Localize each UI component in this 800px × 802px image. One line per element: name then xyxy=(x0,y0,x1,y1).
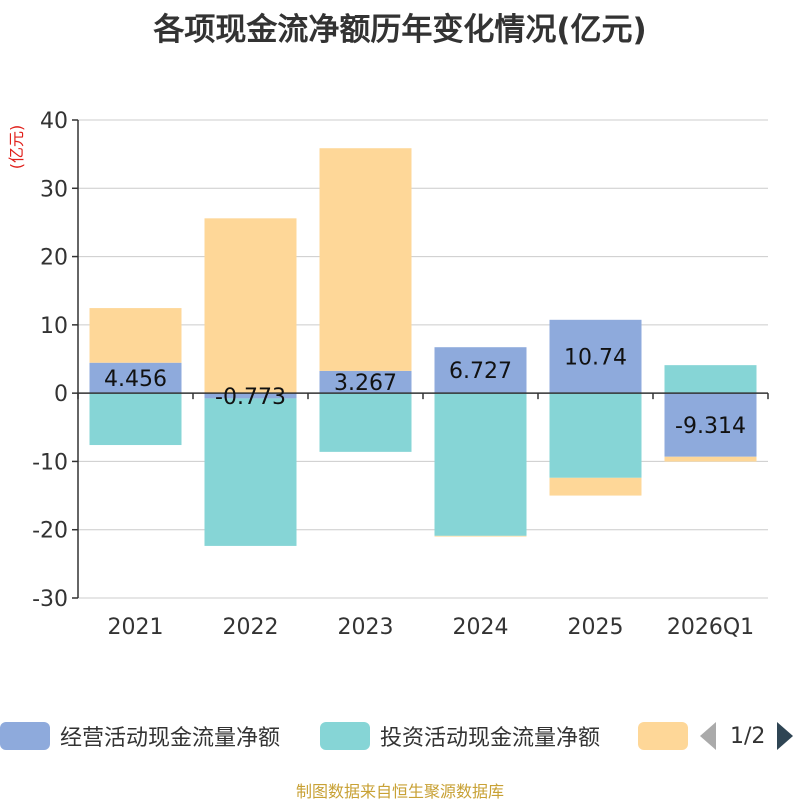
y-tick-label: 30 xyxy=(40,177,68,202)
bar-3-2022 xyxy=(204,218,297,394)
bar-3-2026Q1 xyxy=(664,456,757,462)
legend-prev-icon[interactable] xyxy=(700,722,716,750)
bar-3-2025 xyxy=(549,477,642,496)
legend-item-operating[interactable]: 经营活动现金流量净额 xyxy=(0,716,280,756)
legend-swatch-financing xyxy=(638,722,688,750)
bar-1-2024 xyxy=(434,347,527,394)
bar-2-2025 xyxy=(549,393,642,478)
data-label-2023: 3.267 xyxy=(334,371,397,396)
data-label-2021: 4.456 xyxy=(104,367,167,392)
y-tick-label: 40 xyxy=(40,109,68,134)
y-tick-label: -20 xyxy=(32,519,68,544)
legend-page-indicator: 1/2 xyxy=(730,723,766,749)
bar-1-2021 xyxy=(89,362,182,394)
y-axis-unit-label: (亿元) xyxy=(7,125,26,170)
y-tick-label: -30 xyxy=(32,587,68,612)
bar-1-2026Q1 xyxy=(664,393,757,457)
legend-item-investing[interactable]: 投资活动现金流量净额 xyxy=(320,716,600,756)
bar-2-2023 xyxy=(319,393,412,452)
x-tick-label: 2023 xyxy=(338,615,394,640)
data-label-2022: -0.773 xyxy=(215,385,286,410)
bar-chart: (亿元) 40 30 20 10 0 -10 -20 -30 4.456 -0.773 3.267 6.… xyxy=(7,109,769,640)
legend-swatch-investing xyxy=(320,722,370,750)
legend-next-icon[interactable] xyxy=(777,722,794,750)
bar-3-2021 xyxy=(89,308,182,363)
bar-1-2022 xyxy=(204,393,297,399)
bar-1-2023 xyxy=(319,370,412,394)
legend-item-financing[interactable] xyxy=(638,716,688,756)
bar-3-2023 xyxy=(319,148,412,371)
legend: 经营活动现金流量净额 投资活动现金流量净额 1/2 xyxy=(0,716,800,756)
y-tick-label: 0 xyxy=(54,382,68,407)
y-tick-label: 10 xyxy=(40,314,68,339)
legend-label-investing: 投资活动现金流量净额 xyxy=(380,726,601,751)
data-label-2025: 10.74 xyxy=(564,345,627,370)
bar-2-2024 xyxy=(434,393,527,536)
x-tick-label: 2024 xyxy=(453,615,509,640)
legend-pager: 1/2 xyxy=(700,716,794,756)
y-tick-label: -10 xyxy=(32,450,68,475)
x-tick-label: 2022 xyxy=(223,615,279,640)
y-tick-label: 20 xyxy=(40,246,68,271)
legend-label-operating: 经营活动现金流量净额 xyxy=(60,726,281,751)
data-label-2026Q1: -9.314 xyxy=(675,414,746,439)
chart-title: 各项现金流净额历年变化情况(亿元) xyxy=(153,12,647,48)
bar-2-2022 xyxy=(204,398,297,546)
legend-swatch-operating xyxy=(0,722,50,750)
bar-2-2021 xyxy=(89,393,182,446)
bar-2-2026Q1 xyxy=(664,365,757,394)
bar-3-2024 xyxy=(434,535,527,537)
x-tick-label: 2021 xyxy=(108,615,164,640)
data-label-2024: 6.727 xyxy=(449,359,512,384)
x-tick-label: 2025 xyxy=(568,615,624,640)
bar-1-2025 xyxy=(549,319,642,394)
x-tick-label: 2026Q1 xyxy=(667,615,754,640)
data-source-note: 制图数据来自恒生聚源数据库 xyxy=(295,782,504,801)
